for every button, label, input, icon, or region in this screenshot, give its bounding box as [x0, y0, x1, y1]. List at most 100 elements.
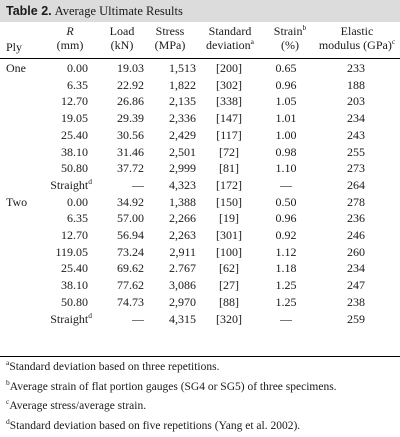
cell-standard-deviation: [147]: [216, 111, 242, 126]
table-row: 6.35 22.92 1,822 [302] 0.96 188: [0, 77, 400, 94]
header-load: Load (kN): [109, 24, 135, 52]
cell-elastic-modulus: 238: [347, 294, 365, 309]
cell-stress: 4,323: [169, 177, 196, 192]
table-row: 50.80 37.72 2,999 [81] 1.10 273: [0, 160, 400, 177]
cell-load: 37.72: [117, 161, 144, 176]
cell-ply: [0, 144, 48, 161]
footnote: cAverage stress/average strain.: [6, 397, 147, 413]
footnote: bAverage strain of flat portion gauges (…: [6, 377, 337, 393]
cell-r: 119.05: [55, 244, 88, 259]
cell-elastic-modulus: 259: [347, 311, 365, 326]
cell-ply: [0, 260, 48, 277]
table-row: Two 0.00 34.92 1,388 [150] 0.50 278: [0, 194, 400, 211]
cell-stress: 2,970: [169, 294, 196, 309]
cell-r: 12.70: [61, 228, 88, 243]
header-elastic-modulus: Elastic modulus (GPa)c: [318, 24, 396, 52]
cell-r: 19.05: [61, 111, 88, 126]
cell-load: 29.39: [117, 111, 144, 126]
header-strain: Strainb (%): [273, 23, 307, 52]
cell-load: 30.56: [117, 127, 144, 142]
cell-ply: [0, 210, 48, 227]
cell-load: 26.86: [117, 94, 144, 109]
cell-elastic-modulus: 278: [347, 194, 365, 209]
cell-r: 50.80: [61, 161, 88, 176]
table-row: One 0.00 19.03 1,513 [200] 0.65 233: [0, 60, 400, 77]
cell-r: 12.70: [61, 94, 88, 109]
cell-r: 25.40: [61, 127, 88, 142]
table-row: 25.40 30.56 2,429 [117] 1.00 243: [0, 127, 400, 144]
cell-ply: [0, 294, 48, 311]
cell-strain: 0.98: [275, 144, 297, 159]
cell-ply: [0, 127, 48, 144]
table-row: 12.70 26.86 2,135 [338] 1.05 203: [0, 93, 400, 110]
cell-stress: 2,336: [169, 111, 196, 126]
footnote: dStandard deviation based on five repeti…: [6, 416, 301, 432]
cell-r: 38.10: [61, 144, 88, 159]
cell-strain: 1.00: [275, 127, 297, 142]
cell-load: 77.62: [117, 278, 144, 293]
cell-ply: [0, 77, 48, 94]
cell-elastic-modulus: 247: [347, 278, 365, 293]
table-bottom-rule: [0, 356, 400, 357]
table-row: Straightd — 4,315 [320] — 259: [0, 311, 400, 328]
results-table: One 0.00 19.03 1,513 [200] 0.65 233 6.35 22.92 1,…: [0, 60, 400, 327]
cell-elastic-modulus: 264: [347, 177, 365, 192]
cell-strain: 0.65: [275, 61, 297, 75]
cell-r: 0.00: [67, 61, 88, 75]
cell-standard-deviation: [302]: [216, 77, 242, 92]
table-row: 38.10 77.62 3,086 [27] 1.25 247: [0, 277, 400, 294]
cell-ply: [0, 244, 48, 261]
cell-elastic-modulus: 246: [347, 228, 365, 243]
cell-strain: 1.12: [275, 244, 297, 259]
cell-stress: 2,999: [169, 161, 196, 176]
cell-load: 73.24: [117, 244, 144, 259]
cell-stress: 2,429: [169, 127, 196, 142]
cell-stress: 1,513: [169, 61, 196, 75]
cell-standard-deviation: [172]: [216, 177, 242, 192]
cell-elastic-modulus: 273: [347, 161, 365, 176]
table-row: Straightd — 4,323 [172] — 264: [0, 177, 400, 194]
cell-stress: 2.767: [169, 261, 196, 276]
header-rule: [0, 58, 400, 59]
cell-stress: 2,266: [169, 211, 196, 226]
cell-standard-deviation: [200]: [216, 61, 242, 75]
cell-elastic-modulus: 243: [347, 127, 365, 142]
header-standard-deviation: Standard deviationa: [206, 24, 254, 52]
cell-standard-deviation: [19]: [219, 211, 239, 226]
cell-load: 34.92: [117, 194, 144, 209]
cell-standard-deviation: [338]: [216, 94, 242, 109]
footnotes: aStandard deviation based on three repet…: [6, 358, 398, 436]
footnote: aStandard deviation based on three repet…: [6, 358, 220, 373]
cell-stress: 2,911: [169, 244, 196, 259]
cell-r: 50.80: [61, 294, 88, 309]
cell-strain: 0.96: [275, 77, 297, 92]
cell-ply: [0, 311, 48, 328]
cell-standard-deviation: [88]: [219, 294, 239, 309]
cell-standard-deviation: [81]: [219, 161, 239, 176]
table-row: 25.40 69.62 2.767 [62] 1.18 234: [0, 260, 400, 277]
cell-elastic-modulus: 188: [347, 77, 365, 92]
cell-strain: 1.18: [275, 261, 297, 276]
table-title: Average Ultimate Results: [54, 4, 183, 18]
cell-ply: [0, 227, 48, 244]
cell-elastic-modulus: 234: [347, 261, 365, 276]
cell-standard-deviation: [150]: [216, 194, 242, 209]
cell-r: Straightd: [50, 176, 92, 192]
cell-stress: 2,135: [169, 94, 196, 109]
cell-standard-deviation: [62]: [219, 261, 239, 276]
header-ply: Ply: [6, 40, 23, 54]
cell-load: 74.73: [117, 294, 144, 309]
cell-stress: 3,086: [169, 278, 196, 293]
cell-load: 19.03: [117, 61, 144, 75]
cell-stress: 1,822: [169, 77, 196, 92]
table-row: 12.70 56.94 2,263 [301] 0.92 246: [0, 227, 400, 244]
cell-strain: 0.96: [275, 211, 297, 226]
cell-load: 69.62: [117, 261, 144, 276]
table-row: 38.10 31.46 2,501 [72] 0.98 255: [0, 144, 400, 161]
cell-ply: One: [6, 61, 26, 75]
header-r-unit: (mm): [56, 38, 84, 52]
cell-elastic-modulus: 233: [347, 61, 365, 75]
cell-elastic-modulus: 203: [347, 94, 365, 109]
cell-r: Straightd: [50, 310, 92, 326]
